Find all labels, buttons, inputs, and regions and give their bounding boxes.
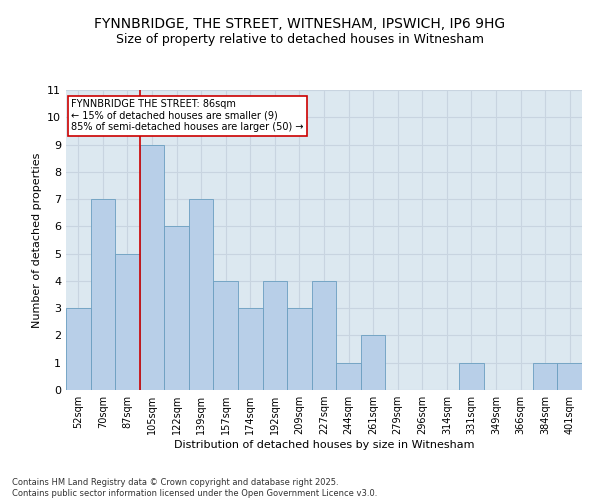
Bar [459, 362, 484, 390]
Text: Contains HM Land Registry data © Crown copyright and database right 2025.
Contai: Contains HM Land Registry data © Crown c… [12, 478, 377, 498]
Bar [91, 199, 115, 390]
Bar [66, 308, 91, 390]
Bar [263, 281, 287, 390]
Bar [361, 336, 385, 390]
Bar [189, 199, 214, 390]
X-axis label: Distribution of detached houses by size in Witnesham: Distribution of detached houses by size … [174, 440, 474, 450]
Bar [336, 362, 361, 390]
Text: FYNNBRIDGE THE STREET: 86sqm
← 15% of detached houses are smaller (9)
85% of sem: FYNNBRIDGE THE STREET: 86sqm ← 15% of de… [71, 99, 304, 132]
Bar [238, 308, 263, 390]
Bar [557, 362, 582, 390]
Bar [115, 254, 140, 390]
Bar [533, 362, 557, 390]
Bar [164, 226, 189, 390]
Bar [312, 281, 336, 390]
Text: FYNNBRIDGE, THE STREET, WITNESHAM, IPSWICH, IP6 9HG: FYNNBRIDGE, THE STREET, WITNESHAM, IPSWI… [94, 18, 506, 32]
Y-axis label: Number of detached properties: Number of detached properties [32, 152, 41, 328]
Text: Size of property relative to detached houses in Witnesham: Size of property relative to detached ho… [116, 32, 484, 46]
Bar [287, 308, 312, 390]
Bar [140, 144, 164, 390]
Bar [214, 281, 238, 390]
